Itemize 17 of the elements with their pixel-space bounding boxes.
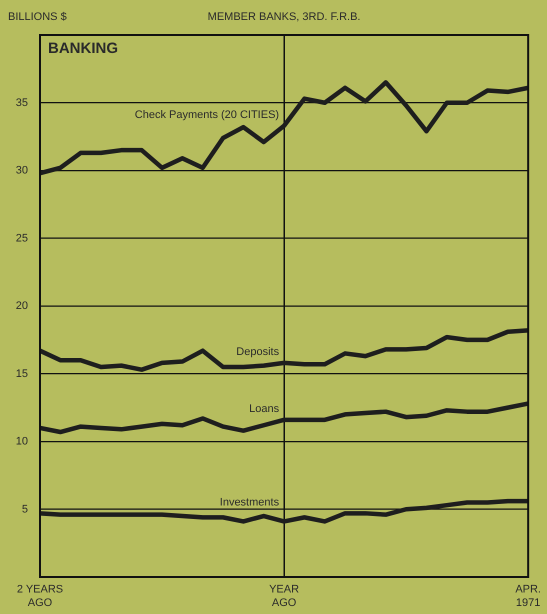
x-tick-label: 2 YEARS AGO bbox=[16, 584, 64, 609]
series-label: Investments bbox=[220, 496, 280, 508]
x-tick-label: APR. 1971 bbox=[515, 584, 542, 609]
y-tick-label: 10 bbox=[16, 436, 28, 448]
y-tick-label: 35 bbox=[16, 96, 28, 109]
y-tick-label: 20 bbox=[16, 300, 28, 312]
y-tick-label: 15 bbox=[16, 368, 28, 380]
series-label: Check Payments (20 CITIES) bbox=[134, 108, 280, 121]
series-label: Deposits bbox=[236, 346, 280, 358]
y-tick-label: 25 bbox=[16, 232, 28, 244]
series-label: Loans bbox=[249, 402, 280, 415]
x-tick-label: YEAR AGO bbox=[269, 584, 300, 609]
y-tick-label: 5 bbox=[22, 503, 28, 516]
y-tick-label: 30 bbox=[16, 164, 28, 177]
chart-subtitle: MEMBER BANKS, 3RD. F.R.B. bbox=[208, 11, 360, 23]
y-axis-title: BILLIONS $ bbox=[8, 11, 67, 23]
chart-title: BANKING bbox=[48, 40, 118, 57]
